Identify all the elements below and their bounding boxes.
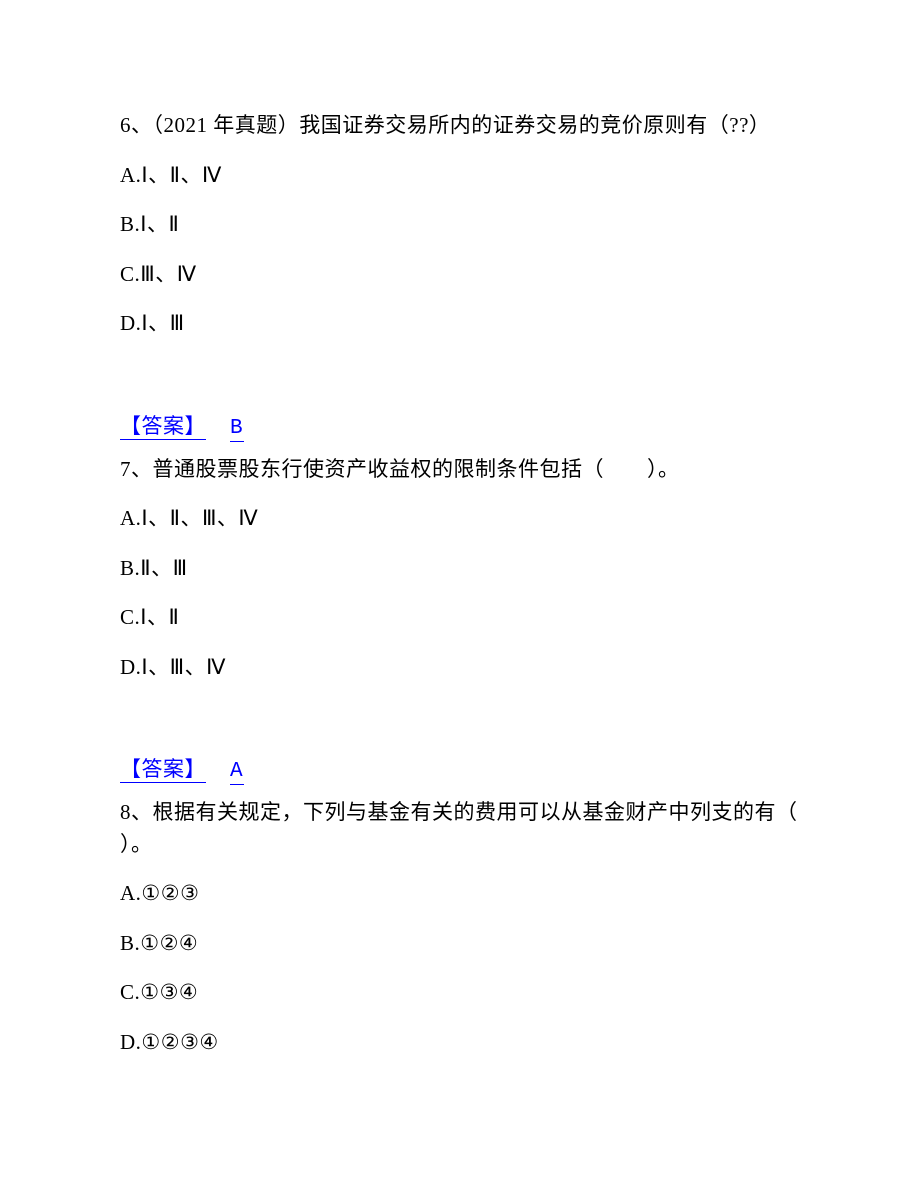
option-a: A.Ⅰ、Ⅱ、Ⅳ xyxy=(120,160,800,192)
option-a: A.Ⅰ、Ⅱ、Ⅲ、Ⅳ xyxy=(120,503,800,535)
option-d: D.①②③④ xyxy=(120,1027,800,1059)
answer-block: 【答案】 B xyxy=(120,410,800,440)
option-b: B.Ⅱ、Ⅲ xyxy=(120,553,800,585)
option-c: C.①③④ xyxy=(120,977,800,1009)
question-stem: 8、根据有关规定，下列与基金有关的费用可以从基金财产中列支的有（ ）。 xyxy=(120,797,800,860)
option-d: D.Ⅰ、Ⅲ xyxy=(120,308,800,340)
option-c: C.Ⅰ、Ⅱ xyxy=(120,602,800,634)
question-stem: 7、普通股票股东行使资产收益权的限制条件包括（ ）。 xyxy=(120,454,800,486)
question-stem: 6、（2021 年真题）我国证券交易所内的证券交易的竞价原则有（??） xyxy=(120,110,800,142)
option-c: C.Ⅲ、Ⅳ xyxy=(120,259,800,291)
option-b: B.Ⅰ、Ⅱ xyxy=(120,209,800,241)
answer-block: 【答案】 A xyxy=(120,753,800,783)
answer-value: A xyxy=(230,760,244,785)
answer-label: 【答案】 xyxy=(120,757,206,783)
option-a: A.①②③ xyxy=(120,878,800,910)
option-d: D.Ⅰ、Ⅲ、Ⅳ xyxy=(120,652,800,684)
answer-label: 【答案】 xyxy=(120,414,206,440)
option-b: B.①②④ xyxy=(120,928,800,960)
exam-page: 6、（2021 年真题）我国证券交易所内的证券交易的竞价原则有（??） A.Ⅰ、… xyxy=(0,0,920,1136)
answer-value: B xyxy=(230,417,244,442)
